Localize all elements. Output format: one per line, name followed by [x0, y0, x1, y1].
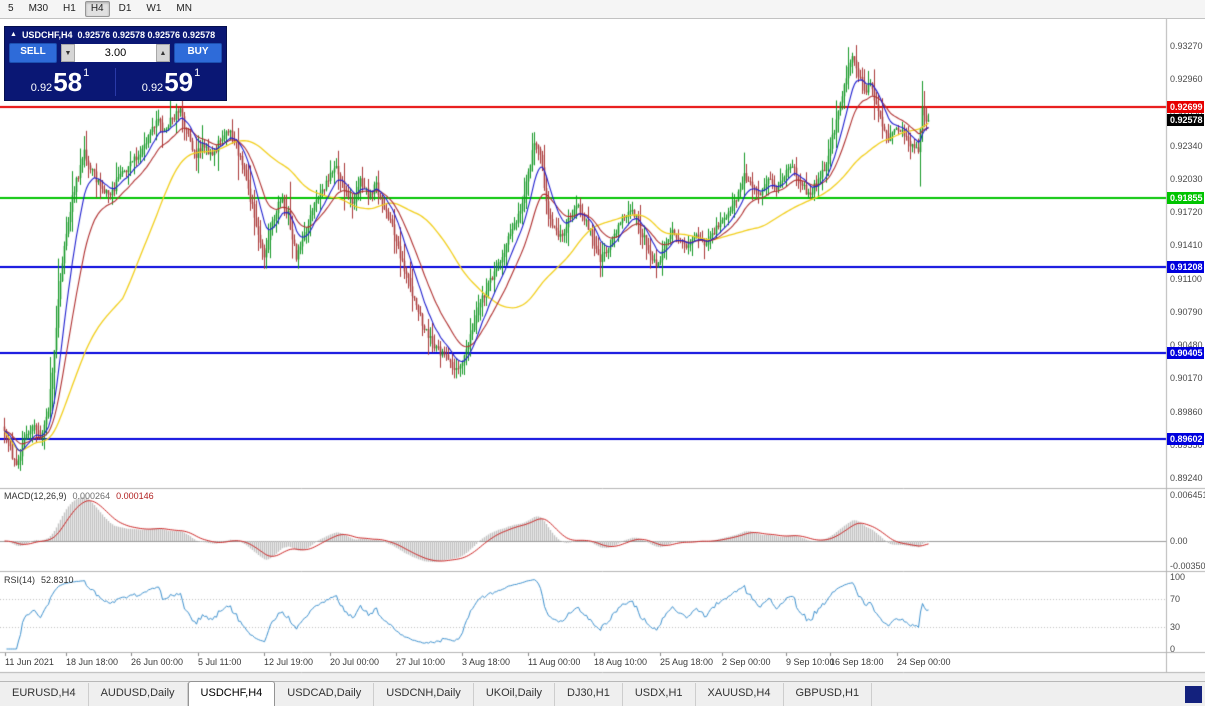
trade-panel-prices: 0.92 58 1 0.92 59 1	[5, 64, 226, 100]
timeframe-button-d1[interactable]: D1	[118, 3, 132, 14]
rsi-axis-label: 100	[1170, 572, 1186, 582]
price-line-badge: 0.91208	[1167, 261, 1204, 274]
price-tick-label: 0.89860	[1170, 406, 1203, 417]
timeframe-button-m30[interactable]: M30	[28, 3, 49, 14]
price-line-badge: 0.92699	[1167, 101, 1204, 114]
chart-tab-ukoil-daily[interactable]: UKOil,Daily	[474, 683, 556, 706]
collapse-arrow-icon[interactable]: ▲	[10, 31, 17, 38]
lot-increase-button[interactable]: ▲	[156, 44, 170, 62]
time-axis-label: 9 Sep 10:00	[786, 657, 835, 667]
trade-panel-controls: SELL ▼ 3.00 ▲ BUY	[5, 42, 226, 64]
price-tick-label: 0.92960	[1170, 74, 1203, 85]
macd-axis-label: -0.00350	[1170, 560, 1205, 571]
timeframe-button-mn[interactable]: MN	[176, 3, 192, 14]
price-tick-label: 0.92340	[1170, 140, 1203, 151]
price-tick-label: 0.89240	[1170, 473, 1203, 484]
rsi-axis-label: 70	[1170, 593, 1181, 604]
time-axis-label: 25 Aug 18:00	[660, 657, 714, 667]
price-tick-label: 0.91410	[1170, 240, 1203, 251]
chart-tab-audusd-daily[interactable]: AUDUSD,Daily	[89, 683, 188, 706]
rsi-axis-label: 30	[1170, 622, 1181, 633]
chart-tab-dj30-h1[interactable]: DJ30,H1	[555, 683, 623, 706]
rsi-indicator-label: RSI(14) 52.8310	[4, 575, 74, 585]
time-axis-label: 26 Jun 00:00	[131, 657, 184, 667]
price-tick-label: 0.91720	[1170, 207, 1203, 218]
lot-size-control: ▼ 3.00 ▲	[61, 44, 170, 62]
time-axis-label: 18 Jun 18:00	[66, 657, 119, 667]
time-axis-label: 3 Aug 18:00	[462, 657, 511, 667]
rsi-value: 52.8310	[41, 575, 74, 585]
timeframe-button-5[interactable]: 5	[8, 3, 14, 14]
sell-price-prefix: 0.92	[30, 82, 53, 94]
chart-tab-bar: EURUSD,H4 AUDUSD,Daily USDCHF,H4 USDCAD,Dai…	[0, 681, 1205, 706]
price-tick-label: 0.90170	[1170, 373, 1203, 384]
time-axis-label: 27 Jul 10:00	[396, 657, 446, 667]
chart-tab-usdcnh-daily[interactable]: USDCNH,Daily	[374, 683, 474, 706]
chart-tab-eurusd-h4[interactable]: EURUSD,H4	[0, 683, 89, 706]
tab-scroll-button[interactable]	[1185, 686, 1202, 703]
sell-price-button[interactable]: 0.92 58 1	[5, 64, 115, 100]
buy-price-sup: 1	[194, 67, 201, 79]
macd-indicator-label: MACD(12,26,9) 0.000264 0.000146	[4, 491, 154, 501]
sell-button[interactable]: SELL	[9, 43, 57, 63]
sell-price-big: 58	[53, 67, 83, 97]
buy-button[interactable]: BUY	[174, 43, 222, 63]
chart-tab-gbpusd-h1[interactable]: GBPUSD,H1	[784, 683, 873, 706]
price-tick-label: 0.93270	[1170, 41, 1203, 52]
price-line-badge: 0.90405	[1167, 347, 1204, 360]
rsi-axis-label: 0	[1170, 644, 1176, 654]
price-divider	[115, 68, 116, 96]
time-axis-label: 11 Aug 00:00	[528, 657, 581, 667]
macd-axis-label: 0.00	[1170, 536, 1188, 546]
timeframe-button-h1[interactable]: H1	[63, 3, 76, 14]
price-tick-label: 0.90480	[1170, 340, 1203, 351]
time-axis-label: 5 Jul 11:00	[198, 657, 242, 667]
timeframe-button-h4[interactable]: H4	[84, 1, 110, 17]
macd-value-signal: 0.000146	[116, 491, 154, 501]
macd-axis-label: 0.006451	[1170, 489, 1205, 500]
price-line-badge: 0.91855	[1167, 191, 1204, 204]
rsi-name: RSI(14)	[4, 575, 36, 585]
time-axis-label: 16 Sep 18:00	[830, 657, 884, 667]
ohlc-readout: 0.92576 0.92578 0.92576 0.92578	[77, 30, 216, 40]
chart-symbol-label: USDCHF,H4	[21, 30, 73, 40]
time-axis-label: 24 Sep 00:00	[897, 657, 951, 667]
price-tick-label: 0.92030	[1170, 174, 1203, 184]
time-axis-label: 12 Jul 19:00	[264, 657, 314, 667]
chart-tab-usdchf-h4[interactable]: USDCHF,H4	[187, 681, 276, 706]
chart-tab-usdx-h1[interactable]: USDX,H1	[623, 683, 696, 706]
macd-value-main: 0.000264	[72, 491, 111, 501]
lot-size-input[interactable]: 3.00	[75, 44, 156, 62]
chart-tab-usdcad-daily[interactable]: USDCAD,Daily	[275, 683, 375, 706]
timeframe-button-w1[interactable]: W1	[146, 3, 162, 14]
time-axis-label: 20 Jul 00:00	[330, 657, 380, 667]
buy-price-prefix: 0.92	[141, 82, 164, 94]
price-tick-label: 0.91100	[1170, 273, 1202, 284]
buy-price-button[interactable]: 0.92 59 1	[116, 64, 226, 100]
time-axis-label: 18 Aug 10:00	[594, 657, 648, 667]
price-line-badge: 0.92578	[1167, 114, 1204, 127]
time-axis-label: 2 Sep 00:00	[722, 657, 771, 667]
price-line-badge: 0.89602	[1167, 433, 1204, 446]
timeframe-toolbar: 5 M30 H1 H4 D1 W1 MN	[0, 0, 1205, 19]
lot-decrease-button[interactable]: ▼	[61, 44, 75, 62]
time-axis-label: 11 Jun 2021	[5, 657, 54, 667]
buy-price-big: 59	[164, 67, 194, 97]
sell-price-sup: 1	[83, 67, 90, 79]
trade-panel-header: ▲ USDCHF,H4 0.92576 0.92578 0.92576 0.92…	[5, 27, 226, 42]
macd-name: MACD(12,26,9)	[4, 491, 67, 501]
chart-tab-xauusd-h4[interactable]: XAUUSD,H4	[696, 683, 784, 706]
one-click-trading-panel: ▲ USDCHF,H4 0.92576 0.92578 0.92576 0.92…	[5, 27, 226, 100]
price-tick-label: 0.90790	[1170, 306, 1203, 317]
